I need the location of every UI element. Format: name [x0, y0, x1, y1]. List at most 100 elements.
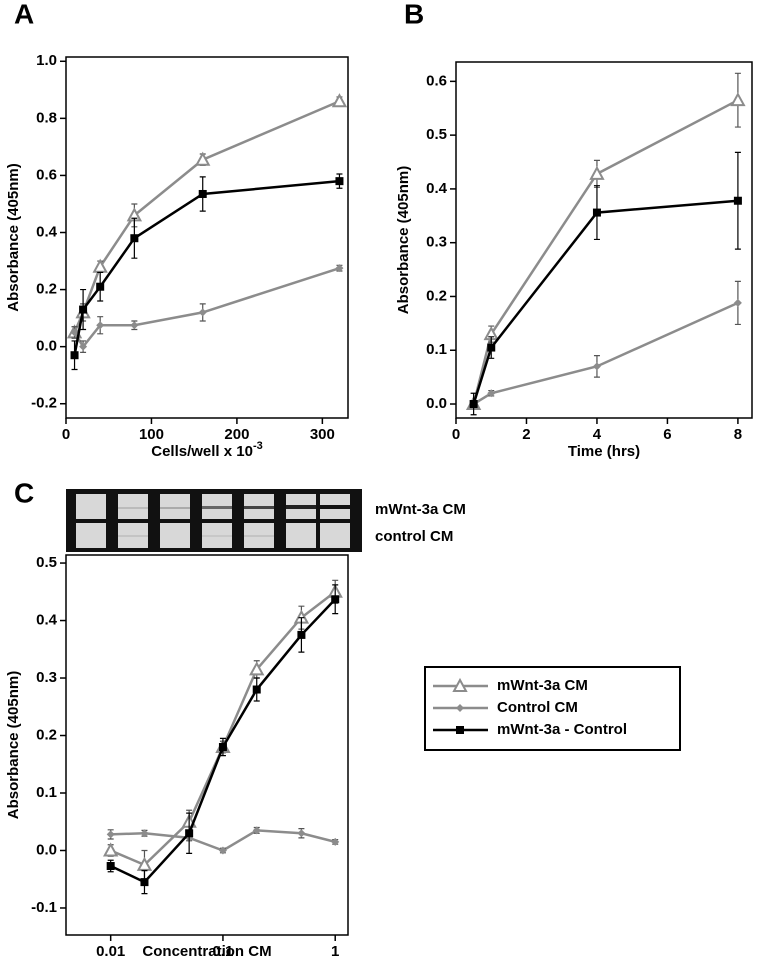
blot-label: control CM — [375, 528, 453, 545]
y-tick-label: -0.1 — [31, 899, 57, 916]
y-tick-label: 0.5 — [426, 126, 447, 143]
x-axis-label-exponent: -3 — [253, 440, 263, 452]
x-tick-label: 8 — [734, 426, 742, 443]
y-tick-label: 1.0 — [36, 52, 57, 69]
y-tick-label: 0.6 — [36, 166, 57, 183]
marker-triangle — [92, 258, 108, 273]
x-tick-label: 100 — [139, 426, 164, 443]
marker-diamond — [96, 321, 105, 330]
series-line — [472, 301, 739, 406]
marker-triangle — [195, 151, 211, 166]
marker-square — [297, 630, 306, 639]
panel-letter: C — [14, 477, 34, 508]
legend-label: Control CM — [497, 699, 578, 716]
x-tick-label: 0 — [452, 426, 460, 443]
plot-frame — [65, 56, 349, 419]
marker-square — [185, 829, 194, 838]
marker-diamond — [733, 298, 742, 307]
marker-diamond — [297, 829, 306, 838]
marker-triangle — [102, 842, 119, 857]
marker-square — [733, 196, 742, 205]
x-tick-label: 1 — [331, 943, 339, 960]
marker-triangle — [452, 677, 468, 692]
y-tick-label: 0.0 — [426, 395, 447, 412]
marker-square — [218, 743, 227, 752]
y-tick-label: 0.0 — [36, 338, 57, 355]
marker-diamond — [456, 704, 464, 712]
x-tick-label: 4 — [593, 426, 602, 443]
x-axis-label-text: Concentration CM — [142, 943, 271, 960]
y-tick-label: 0.3 — [426, 234, 447, 251]
marker-diamond — [130, 321, 139, 330]
marker-square — [96, 282, 105, 291]
y-axis-label: Absorbance (405nm) — [5, 163, 22, 311]
marker-square — [487, 343, 496, 352]
marker-square — [331, 595, 340, 604]
y-tick-label: 0.2 — [426, 287, 447, 304]
y-tick-label: 0.4 — [36, 612, 58, 629]
x-tick-label: 300 — [310, 426, 335, 443]
marker-square — [79, 305, 88, 314]
x-axis-label-text: Time (hrs) — [568, 443, 640, 460]
y-tick-label: 0.4 — [36, 223, 58, 240]
plot-frame — [455, 61, 753, 419]
panel-letter: A — [14, 0, 34, 29]
y-tick-label: 0.1 — [426, 341, 447, 358]
marker-diamond — [335, 264, 344, 273]
series-line — [472, 199, 739, 405]
series-line — [472, 99, 739, 405]
marker-triangle — [249, 661, 265, 676]
x-tick-label: 0.1 — [213, 943, 234, 960]
marker-square — [252, 685, 261, 694]
x-tick-label: 0.01 — [96, 943, 125, 960]
x-axis-label: Cells/well x 10-3 — [151, 440, 263, 460]
marker-diamond — [140, 829, 149, 838]
x-axis-label-text: Cells/well x 10 — [151, 443, 253, 460]
y-tick-label: -0.2 — [31, 395, 57, 412]
marker-square — [198, 189, 207, 198]
x-tick-label: 2 — [522, 426, 530, 443]
marker-diamond — [331, 837, 340, 846]
marker-triangle — [136, 856, 153, 871]
marker-square — [70, 351, 79, 360]
marker-diamond — [198, 308, 207, 317]
y-axis-label: Absorbance (405nm) — [395, 166, 412, 314]
x-tick-label: 200 — [224, 426, 249, 443]
x-axis-label: Concentration CM — [142, 943, 271, 960]
marker-square — [469, 400, 478, 409]
legend-label: mWnt-3a - Control — [497, 721, 627, 738]
y-tick-label: 0.1 — [36, 784, 57, 801]
marker-square — [335, 177, 344, 186]
marker-triangle — [730, 92, 746, 107]
legend-label: mWnt-3a CM — [497, 677, 588, 694]
marker-diamond — [106, 830, 115, 839]
marker-diamond — [79, 342, 88, 351]
y-tick-label: 0.8 — [36, 109, 57, 126]
y-tick-label: 0.2 — [36, 726, 57, 743]
marker-square — [140, 878, 149, 887]
blot-label: mWnt-3a CM — [375, 501, 466, 518]
marker-square — [456, 726, 464, 734]
marker-square — [130, 234, 139, 243]
series-line — [73, 179, 340, 356]
y-tick-label: 0.5 — [36, 554, 57, 571]
y-tick-label: 0.0 — [36, 841, 57, 858]
plot-frame — [65, 554, 349, 936]
marker-diamond — [218, 846, 227, 855]
marker-triangle — [589, 165, 605, 180]
marker-triangle — [331, 93, 348, 108]
panel-letter: B — [404, 0, 424, 29]
marker-diamond — [70, 328, 79, 337]
marker-square — [106, 862, 115, 871]
x-tick-label: 6 — [663, 426, 671, 443]
marker-diamond — [592, 362, 601, 371]
blot — [66, 489, 362, 552]
x-axis-label: Time (hrs) — [568, 443, 640, 460]
y-tick-label: 0.2 — [36, 281, 57, 298]
x-tick-label: 0 — [62, 426, 70, 443]
marker-diamond — [487, 389, 496, 398]
marker-square — [592, 208, 601, 217]
y-axis-label: Absorbance (405nm) — [5, 671, 22, 819]
